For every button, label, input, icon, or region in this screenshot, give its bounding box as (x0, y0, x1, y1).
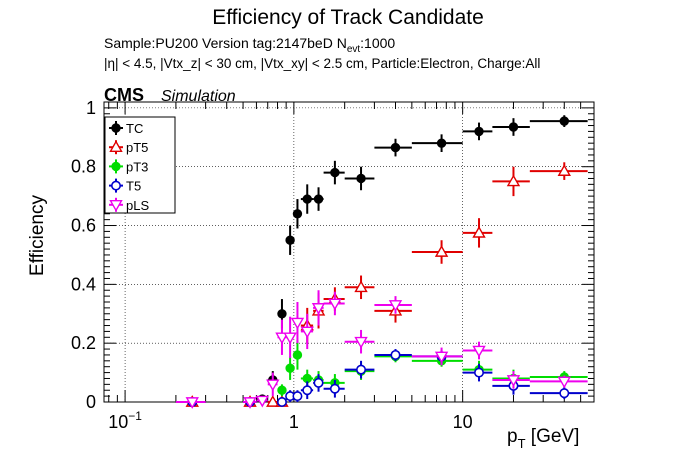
data-point (356, 173, 366, 184)
series-pLS (175, 290, 588, 409)
data-point (328, 298, 342, 311)
legend-label: pLS (126, 198, 149, 213)
x-tick-label-base: 10 (108, 412, 128, 432)
data-point (474, 367, 485, 378)
plot-frame (103, 101, 595, 403)
data-point (292, 350, 303, 360)
y-tick-label: 0.8 (71, 157, 96, 177)
x-tick-label-base: 10 (453, 412, 473, 432)
data-point (354, 336, 368, 349)
legend-label: pT5 (126, 140, 148, 155)
data-point (285, 363, 295, 373)
data-point (255, 395, 270, 408)
legend: TC pT5 pT3 T5 pLS (104, 116, 176, 214)
y-axis-label: Efficiency (27, 195, 48, 276)
simulation-label: Simulation (161, 88, 236, 105)
data-point (330, 167, 340, 178)
data-point (300, 326, 314, 339)
data-point (283, 332, 297, 345)
chart-title: Efficiency of Track Candidate (212, 6, 484, 29)
data-point (434, 245, 449, 257)
data-point (313, 377, 324, 388)
data-point (266, 395, 280, 407)
x-tick-label-base: 1 (289, 412, 299, 432)
chart-subtitle-line2: |η| < 4.5, |Vtx_z| < 30 cm, |Vtx_xy| < 2… (104, 56, 540, 71)
y-tick-label: 0.2 (71, 333, 96, 353)
data-point (390, 349, 401, 360)
data-point (109, 140, 123, 153)
data-point (557, 376, 571, 389)
data-point (302, 194, 312, 204)
legend-label: T5 (126, 179, 141, 194)
x-tick-label: 10−1 (108, 409, 142, 432)
data-point (266, 379, 280, 392)
data-point (276, 396, 287, 407)
x-axis-label-subscript: T (518, 436, 526, 451)
data-marks (175, 115, 588, 409)
data-point (506, 174, 521, 187)
data-point (302, 385, 313, 396)
data-point (185, 397, 199, 409)
data-point (277, 385, 287, 395)
data-point (436, 138, 447, 148)
data-point (508, 122, 519, 132)
data-point (356, 364, 367, 375)
data-point (354, 280, 368, 293)
data-point (302, 373, 312, 384)
data-point (275, 332, 289, 345)
data-point (559, 388, 570, 399)
data-point (292, 209, 303, 219)
chart-subtitle-line1: Sample:PU200 Version tag:2147beD Nevt:10… (104, 35, 395, 55)
y-tick-label: 0 (86, 392, 96, 412)
data-point (388, 300, 403, 312)
data-point (434, 351, 449, 364)
data-point (243, 397, 257, 409)
data-point (111, 123, 121, 133)
x-tick-label: 10 (453, 412, 473, 432)
data-point (472, 345, 486, 358)
data-point (557, 164, 571, 176)
data-point (506, 375, 521, 387)
subtitle-line1-text: Sample:PU200 Version tag:2147beD N (104, 35, 347, 51)
y-tick-label: 0.4 (71, 274, 96, 294)
data-point (472, 225, 486, 238)
data-point (111, 161, 121, 172)
data-point (474, 126, 484, 137)
x-tick-label: 1 (289, 412, 299, 432)
legend-label: pT3 (126, 159, 148, 174)
y-tick-label: 1 (86, 98, 96, 118)
x-tick-label-exponent: −1 (128, 409, 142, 423)
x-axis-label: pT [GeV] (507, 426, 579, 451)
data-point (390, 142, 401, 153)
data-point (285, 235, 295, 245)
data-point (313, 194, 324, 204)
x-axis-label-main: p (507, 426, 518, 447)
y-tick-label: 0.6 (71, 216, 96, 236)
data-point (111, 180, 122, 191)
subtitle-line1-end: :1000 (360, 35, 395, 51)
data-point (559, 116, 569, 126)
data-point (292, 391, 303, 402)
cms-label: CMS (104, 85, 144, 105)
data-point (277, 309, 287, 319)
legend-label: TC (126, 121, 143, 136)
data-point (311, 303, 326, 315)
data-point (109, 199, 123, 212)
x-axis-label-unit: [GeV] (526, 426, 580, 447)
data-point (290, 317, 305, 330)
subtitle-line1-subscript: evt (347, 44, 361, 55)
data-point (329, 383, 340, 394)
